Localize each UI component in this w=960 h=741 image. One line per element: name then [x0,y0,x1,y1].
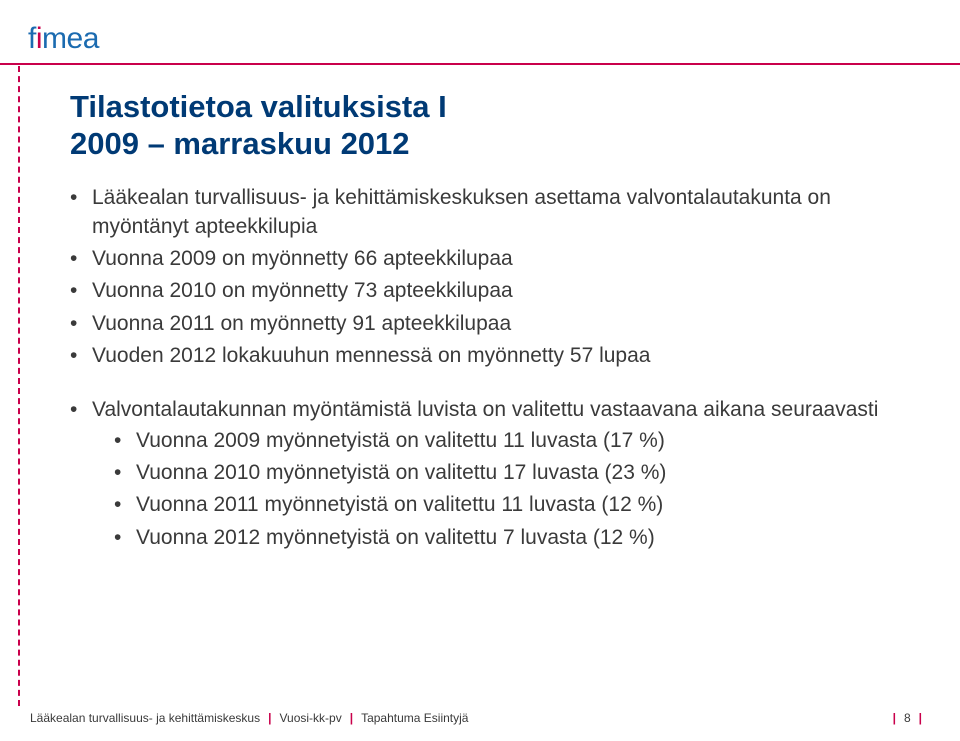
list-item-text: Vuonna 2011 myönnetyistä on valitettu 11… [136,493,663,516]
list-item-text: Valvontalautakunnan myöntämistä luvista … [92,398,878,421]
footer: Lääkealan turvallisuus- ja kehittämiskes… [30,711,930,725]
list-item: Vuonna 2011 on myönnetty 91 apteekkilupa… [70,310,900,338]
footer-separator: | [268,711,271,725]
content: Tilastotietoa valituksista I 2009 – marr… [70,88,900,556]
list-item-text: Vuonna 2009 on myönnetty 66 apteekkilupa… [92,247,513,270]
list-item: Vuonna 2010 myönnetyistä on valitettu 17… [114,459,900,487]
list-item-text: Vuonna 2012 myönnetyistä on valitettu 7 … [136,526,655,549]
title-line-1: Tilastotietoa valituksista I [70,89,447,124]
top-rule [0,63,960,65]
list-item: Valvontalautakunnan myöntämistä luvista … [70,396,900,552]
footer-separator: | [350,711,353,725]
list-item: Vuonna 2009 myönnetyistä on valitettu 11… [114,427,900,455]
page-title: Tilastotietoa valituksista I 2009 – marr… [70,88,900,162]
list-item: Vuonna 2012 myönnetyistä on valitettu 7 … [114,524,900,552]
logo-text: fimea [28,22,99,56]
slide: fimea Tilastotietoa valituksista I 2009 … [0,0,960,741]
footer-event: Tapahtuma Esiintyjä [361,711,468,725]
list-item-text: Lääkealan turvallisuus- ja kehittämiskes… [92,186,831,237]
footer-separator: | [919,711,922,725]
footer-org: Lääkealan turvallisuus- ja kehittämiskes… [30,711,260,725]
list-item: Vuonna 2011 myönnetyistä on valitettu 11… [114,491,900,519]
footer-right: | 8 | [885,711,930,725]
bullet-block-2: Valvontalautakunnan myöntämistä luvista … [70,396,900,552]
list-item-text: Vuoden 2012 lokakuuhun mennessä on myönn… [92,344,650,367]
list-item: Vuonna 2009 on myönnetty 66 apteekkilupa… [70,245,900,273]
footer-date: Vuosi-kk-pv [279,711,341,725]
list-item: Vuoden 2012 lokakuuhun mennessä on myönn… [70,342,900,370]
footer-page-number: 8 [904,711,911,725]
left-dashed-rule [18,66,20,706]
list-item: Vuonna 2010 on myönnetty 73 apteekkilupa… [70,277,900,305]
list-item-text: Vuonna 2009 myönnetyistä on valitettu 11… [136,429,665,452]
footer-separator: | [893,711,896,725]
list-item: Lääkealan turvallisuus- ja kehittämiskes… [70,184,900,241]
list-item-text: Vuonna 2010 on myönnetty 73 apteekkilupa… [92,279,513,302]
list-item-text: Vuonna 2011 on myönnetty 91 apteekkilupa… [92,312,511,335]
logo: fimea [28,22,99,56]
sub-list: Vuonna 2009 myönnetyistä on valitettu 11… [92,427,900,552]
title-line-2: 2009 – marraskuu 2012 [70,126,410,161]
list-item-text: Vuonna 2010 myönnetyistä on valitettu 17… [136,461,666,484]
bullet-block-1: Lääkealan turvallisuus- ja kehittämiskes… [70,184,900,370]
